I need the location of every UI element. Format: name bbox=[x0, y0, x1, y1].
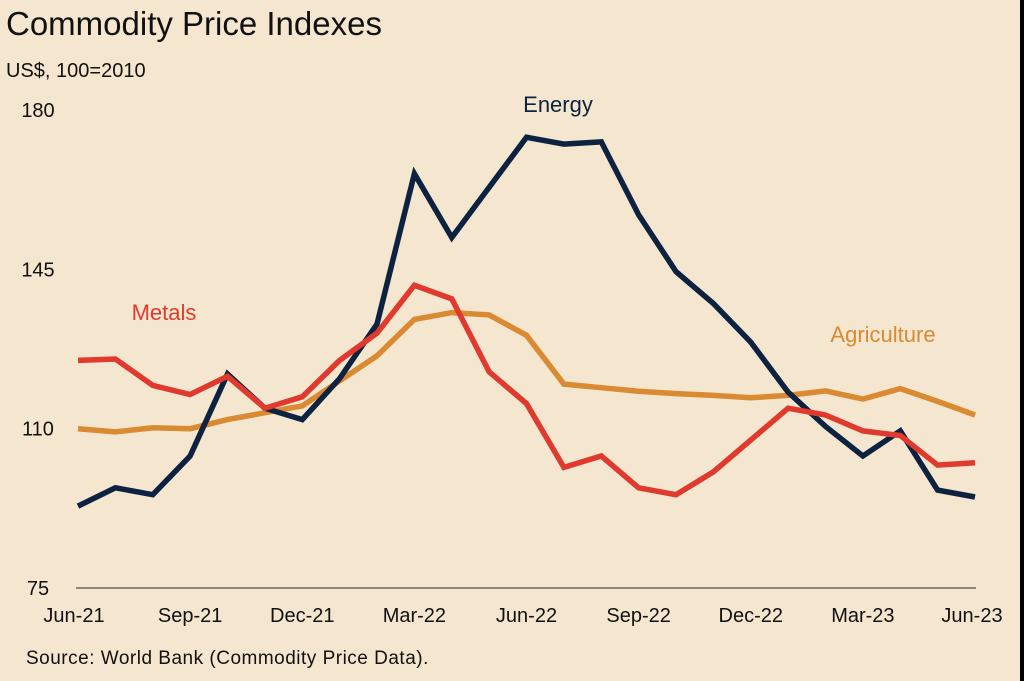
agriculture-series-label: Agriculture bbox=[830, 322, 935, 347]
x-tick-label: Jun-23 bbox=[941, 605, 1002, 627]
metals-series-line bbox=[77, 282, 976, 498]
y-tick-label: 75 bbox=[27, 578, 49, 600]
x-tick-label: Mar-23 bbox=[831, 605, 894, 627]
y-tick-label: 110 bbox=[22, 419, 54, 441]
x-tick-label: Dec-22 bbox=[719, 605, 783, 627]
x-tick-label: Mar-22 bbox=[383, 605, 446, 627]
chart-title: Commodity Price Indexes bbox=[6, 5, 382, 42]
y-tick-label: 180 bbox=[21, 100, 54, 122]
x-tick-label: Sep-21 bbox=[158, 605, 223, 627]
chart-subtitle: US$, 100=2010 bbox=[6, 60, 146, 82]
metals-data-points bbox=[77, 285, 976, 495]
y-tick-label: 145 bbox=[21, 259, 54, 281]
y-axis-ticks: 75 110 145 180 bbox=[21, 100, 54, 600]
x-tick-label: Jun-22 bbox=[496, 605, 557, 627]
x-axis-ticks: Jun-21 Sep-21 Dec-21 Mar-22 Jun-22 Sep-22 Dec-… bbox=[43, 605, 1002, 627]
energy-data-points bbox=[77, 137, 976, 507]
x-tick-label: Dec-21 bbox=[270, 605, 334, 627]
metals-series-label: Metals bbox=[132, 300, 197, 325]
x-tick-label: Sep-22 bbox=[606, 605, 671, 627]
source-note: Source: World Bank (Commodity Price Data… bbox=[26, 648, 429, 669]
energy-series-label: Energy bbox=[523, 92, 593, 117]
x-tick-label: Jun-21 bbox=[43, 605, 104, 627]
right-border bbox=[1020, 0, 1024, 681]
series-lines bbox=[76, 134, 976, 509]
